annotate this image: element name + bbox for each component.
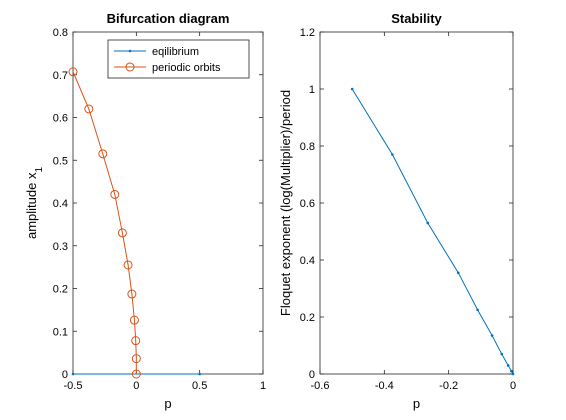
y-axis-label: amplitude x1 <box>24 167 45 239</box>
data-point <box>490 334 494 337</box>
x-tick-label: -0.2 <box>439 380 458 392</box>
data-point <box>110 189 120 199</box>
y-tick-label: 0.2 <box>53 284 68 296</box>
y-tick-label: 0.3 <box>53 241 68 253</box>
data-point <box>131 336 141 346</box>
y-tick-label: 0.7 <box>53 70 68 82</box>
y-tick-label: 0 <box>309 369 315 381</box>
x-tick-label: -0.6 <box>311 380 330 392</box>
data-point <box>426 221 430 225</box>
legend-box <box>107 39 250 79</box>
chart-title: Bifurcation diagram <box>107 11 230 26</box>
axes-frame <box>319 31 514 375</box>
bifurcation-panel: -0.5 0 0.5 100.10.20.30.40.50.60.70.8Bifurc… <box>24 11 266 411</box>
y-tick-label: 0.2 <box>300 312 315 324</box>
legend-marker <box>128 49 132 53</box>
y-tick-label: 0.6 <box>300 198 315 210</box>
data-point <box>129 315 139 325</box>
x-axis-label: p <box>413 396 420 411</box>
data-point <box>198 372 201 376</box>
legend: eqilibrium periodic orbits <box>107 39 250 79</box>
data-point <box>500 352 504 356</box>
y-tick-label: 0.4 <box>53 198 68 210</box>
y-tick-label: 0.8 <box>53 27 68 39</box>
data-point <box>68 67 78 77</box>
data-point <box>131 369 141 379</box>
data-point <box>84 104 94 114</box>
x-tick-label: -0.5 <box>64 380 83 392</box>
data-point <box>506 364 510 367</box>
x-tick-label: 0 <box>133 380 139 392</box>
chart-title: Stability <box>391 11 442 26</box>
x-tick-label: 0.5 <box>192 380 207 392</box>
y-tick-label: 0.5 <box>53 155 68 167</box>
data-point <box>391 153 394 156</box>
legend-label: periodic orbits <box>152 62 221 74</box>
x-tick-label: -0.4 <box>375 380 394 392</box>
y-tick-label: 0.6 <box>53 113 68 125</box>
series-line <box>72 71 137 374</box>
legend-label: eqilibrium <box>152 46 199 58</box>
series-line <box>351 88 514 375</box>
data-point <box>71 372 75 376</box>
data-point <box>350 87 354 91</box>
y-tick-label: 0 <box>62 369 68 381</box>
data-point <box>131 354 141 364</box>
stability-panel: -0.6 -0.4 -0.2 0 0 0.2 0.4 0.6 0.8 1 1.2 Stability p… <box>278 11 516 411</box>
legend-marker <box>125 62 135 72</box>
data-point <box>510 369 513 373</box>
x-axis-label: p <box>164 396 171 411</box>
x-tick-label: 1 <box>260 380 266 392</box>
y-tick-label: 0.8 <box>300 141 315 153</box>
data-point <box>457 271 460 275</box>
y-tick-label: 1.2 <box>300 27 315 39</box>
y-axis-label-subscript: 1 <box>34 167 45 173</box>
data-point <box>511 372 515 376</box>
data-point <box>117 228 127 238</box>
y-tick-label: 1 <box>309 84 315 96</box>
data-point <box>98 149 108 159</box>
data-point <box>123 260 133 270</box>
data-point <box>127 289 137 299</box>
y-tick-label: 0.1 <box>53 326 68 338</box>
axes-frame <box>72 31 264 375</box>
y-axis-label: Floquet exponent (log(Multiplier)/period <box>278 90 293 316</box>
y-tick-label: 0.4 <box>300 255 315 267</box>
data-point <box>476 308 479 312</box>
x-tick-label: 0 <box>510 380 516 392</box>
